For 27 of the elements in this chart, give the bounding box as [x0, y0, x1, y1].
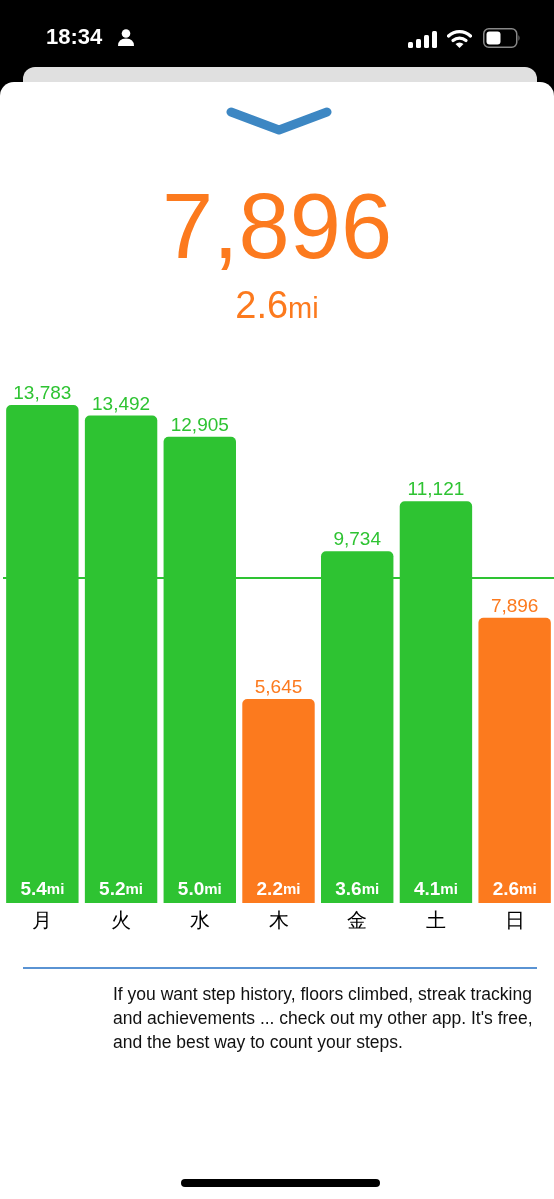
annotation: 2.2mi [256, 878, 301, 899]
text: If you want step history, floors climbed, streak tracking and achievements ... check out my other app. It's free, and the best way to count your steps. [113, 983, 534, 1054]
x-tick-label: 金 [347, 908, 368, 932]
annotation: 3.6mi [335, 878, 380, 899]
annotation: 5.0mi [177, 878, 222, 899]
x-tick-label: 水 [189, 908, 210, 932]
annotation: 2.6mi [492, 878, 537, 899]
data-label: 7,896 [490, 594, 539, 616]
data-label: 13,783 [13, 382, 72, 403]
data-label: 13,492 [92, 392, 151, 414]
data-label: 11,121 [407, 478, 465, 500]
x-tick-label: 木 [268, 908, 289, 932]
data-label: 12,905 [170, 413, 229, 435]
annotation: 4.1mi [413, 878, 458, 899]
x-tick-label: 火 [111, 908, 132, 932]
bar [242, 699, 315, 903]
x-tick-label: 土 [425, 908, 446, 932]
bar [478, 617, 551, 903]
chart-subtitle: 2.6mi [235, 284, 319, 326]
x-tick-label: 月 [32, 908, 53, 932]
data-label: 9,734 [333, 528, 382, 550]
data-label: 5,645 [254, 676, 303, 698]
annotation: 5.4mi [20, 878, 65, 899]
annotation: 5.2mi [99, 878, 144, 899]
chart-title: 7,896 [160, 175, 394, 277]
x-tick-label: 日 [504, 908, 525, 932]
text: 18:34 [46, 24, 103, 50]
